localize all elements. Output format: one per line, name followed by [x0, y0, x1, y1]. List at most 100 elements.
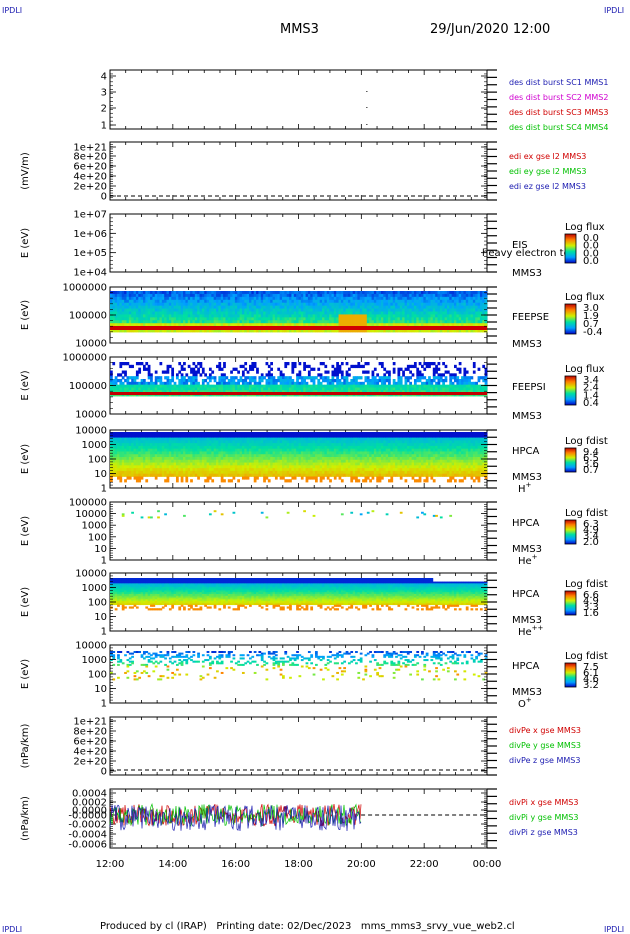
feepse-panel-cell: [147, 293, 151, 298]
feepsi-panel-cell: [293, 364, 297, 369]
feepse-panel-cell: [338, 311, 342, 315]
feepse-panel-cell: [359, 293, 363, 298]
hpca-h-panel-cell: [166, 470, 170, 475]
feepsi-panel-cell: [418, 390, 422, 394]
feepse-panel-cell: [154, 320, 158, 324]
feepsi-panel-cell: [435, 370, 438, 374]
hpca-h-panel-cell: [223, 445, 226, 450]
feepse-panel-cell: [117, 293, 120, 298]
feepsi-panel-cell: [213, 379, 217, 383]
feepse-panel-cell: [303, 305, 306, 309]
feepse-panel-cell: [159, 320, 163, 324]
feepse-panel-cell: [152, 305, 156, 309]
feepsi-panel-cell: [289, 384, 292, 388]
feepsi-panel-cell: [192, 376, 196, 380]
feepsi-panel-cell: [468, 381, 471, 386]
hpca-h-panel-cell: [142, 443, 146, 447]
feepse-panel-cell: [147, 296, 151, 301]
feepse-panel-cell: [409, 293, 412, 298]
feepse-panel-cell: [187, 323, 191, 327]
feepse-panel-cell: [468, 296, 471, 301]
feepse-panel-cell: [256, 296, 259, 301]
hpca-h-panel-cell: [232, 451, 236, 455]
hpca-h-panel-cell: [173, 451, 177, 455]
hpca-h-panel-cell: [164, 457, 167, 461]
hpca-h-panel-cell: [206, 473, 210, 477]
feepsi-panel-cell: [284, 381, 288, 386]
feepse-panel-cell: [187, 314, 191, 318]
hpca-h-panel-cell: [199, 473, 203, 477]
feepsi-panel-cell: [142, 381, 146, 386]
feepse-panel-cell: [232, 291, 236, 295]
hpca-h-panel-cell: [138, 462, 142, 466]
hpca-h-panel-cell: [131, 432, 134, 436]
feepse-panel-cell: [350, 323, 354, 327]
feepsi-panel-cell: [140, 384, 144, 388]
feepse-panel-cell: [352, 293, 356, 298]
feepse-panel-cell: [227, 305, 231, 309]
feepse-panel-cell: [187, 329, 191, 333]
hpca-h-panel-cell: [197, 451, 200, 455]
feepsi-panel-cell: [251, 379, 255, 383]
feepsi-panel-cell: [472, 384, 476, 388]
feepse-panel-cell: [312, 291, 316, 295]
feepse-panel-cell: [357, 329, 361, 333]
hpca-h-panel-cell: [175, 437, 179, 441]
hpca-h-panel-cell: [213, 457, 217, 461]
hpca-h-panel-cell: [175, 440, 179, 444]
hpca-h-panel-cell: [230, 470, 233, 475]
feepsi-panel-cell: [305, 381, 309, 386]
feepse-panel-cell: [416, 317, 420, 321]
feepsi-panel-cell: [376, 384, 380, 388]
feepse-panel-cell: [439, 323, 443, 327]
feepse-panel-cell: [392, 293, 396, 298]
feepse-panel-cell: [364, 308, 368, 312]
feepse-panel-cell: [110, 329, 113, 333]
feepse-panel-cell: [312, 308, 316, 312]
feepse-panel-cell: [159, 296, 163, 301]
feepse-panel-cell: [284, 308, 288, 312]
feepse-panel-cell: [265, 302, 269, 307]
hpca-h-panel-cell: [159, 468, 163, 472]
feepse-panel-cell: [251, 317, 255, 321]
feepsi-panel-cell: [180, 364, 184, 369]
feepse-panel-cell: [418, 296, 422, 301]
feepse-panel-cell: [175, 293, 179, 298]
hpca-h-panel-cell: [194, 437, 198, 441]
feepse-panel-cell: [175, 299, 179, 304]
hpca-h-panel-cell: [197, 457, 200, 461]
feepsi-panel-cell: [317, 390, 321, 394]
feepse-panel-cell: [192, 293, 196, 298]
feepse-panel-cell: [190, 291, 193, 295]
hpca-h-panel-cell: [227, 473, 231, 477]
feepse-panel-cell: [482, 293, 486, 298]
feepsi-panel-cell: [362, 370, 365, 374]
feepse-panel-cell: [399, 308, 403, 312]
feepse-panel-cell: [152, 291, 156, 295]
feepse-panel-cell: [185, 323, 189, 327]
feepsi-panel-cell: [204, 387, 208, 391]
feepse-panel-cell: [178, 329, 182, 333]
feepse-panel-cell: [475, 299, 478, 304]
feepsi-panel-cell: [404, 390, 408, 394]
feepsi-panel-cell: [458, 390, 462, 394]
feepsi-panel-cell: [418, 362, 422, 366]
hpca-h-panel-cell: [234, 434, 238, 438]
feepsi-panel-cell: [171, 370, 175, 374]
hpca-h-panel-cell: [168, 473, 172, 477]
feepse-panel-cell: [482, 302, 486, 307]
feepsi-panel-cell: [369, 387, 372, 391]
feepsi-panel-cell: [425, 364, 429, 369]
feepse-panel-cell: [284, 305, 288, 309]
feepse-panel-cell: [293, 293, 297, 298]
feepse-panel-cell: [442, 314, 445, 318]
feepse-panel-cell: [333, 323, 337, 327]
feepse-panel-cell: [454, 314, 457, 318]
feepse-panel-cell: [303, 311, 306, 315]
feepse-panel-cell: [208, 302, 212, 307]
feepse-panel-cell: [166, 314, 170, 318]
feepsi-panel-cell: [220, 376, 224, 380]
hpca-h-panel-cell: [173, 462, 177, 466]
feepse-panel-cell: [317, 317, 321, 321]
hpca-h-panel-cell: [140, 454, 144, 458]
